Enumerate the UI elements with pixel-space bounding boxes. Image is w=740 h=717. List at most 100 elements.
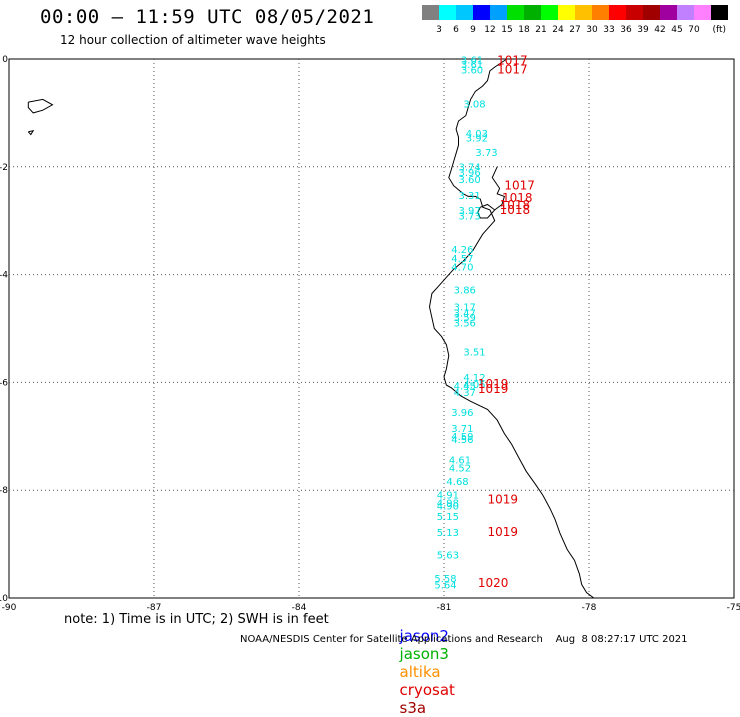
wave-height-label: 3.74 (459, 163, 481, 174)
legend-item-s3a: s3a (399, 699, 427, 717)
wave-height-label: 4.61 (449, 455, 471, 466)
wave-height-label: 3.56 (454, 318, 476, 329)
wave-height-label: 5.15 (437, 512, 459, 523)
color-swatch (626, 5, 643, 20)
wave-height-label: 3.47 (454, 309, 476, 320)
coastline (428, 58, 595, 599)
pressure-label: 1018 (500, 203, 531, 217)
colorbar-unit-label: (ft) (712, 25, 726, 35)
pressure-label: 1017 (504, 178, 535, 192)
x-tick-label: -78 (582, 603, 597, 613)
pressure-label: 1018 (500, 198, 531, 212)
wave-height-label: 3.61 (461, 55, 483, 66)
x-tick-label: -84 (292, 603, 307, 613)
colorbar-tick-label: 15 (501, 25, 512, 35)
wave-height-label: 4.98 (437, 498, 459, 509)
color-swatch (592, 5, 609, 20)
island-outline (477, 203, 496, 219)
pressure-label: 1017 (497, 53, 528, 67)
y-tick-label: -8 (0, 486, 8, 496)
page-title: 00:00 – 11:59 UTC 08/05/2021 (40, 6, 375, 28)
wave-height-label: 4.91 (437, 490, 459, 501)
wave-height-label: 3.60 (459, 175, 481, 186)
y-tick-label: -10 (0, 594, 8, 604)
color-swatch (524, 5, 541, 20)
wave-height-label: 5.63 (437, 551, 459, 562)
color-swatch (507, 5, 524, 20)
pressure-label: 1020 (478, 576, 509, 590)
wave-height-label: 3.92 (466, 133, 488, 144)
color-swatch (473, 5, 490, 20)
colorbar-tick-label: 39 (637, 25, 649, 35)
colorbar-tick-label: 27 (569, 25, 580, 35)
page-subtitle: 12 hour collection of altimeter wave hei… (60, 33, 326, 47)
colorbar-tick-label: 6 (453, 25, 459, 35)
wave-height-label: 3.08 (463, 100, 485, 111)
wave-height-label: 4.90 (437, 502, 459, 513)
map-plot: -90 -87 -84 -81 -78 -75 0 -2 -4 -6 -8 -10 3.613.61 3.… (0, 53, 740, 613)
wave-height-label: 4.56 (451, 435, 473, 446)
credit-footer: NOAA/NESDIS Center for Satellite Applica… (240, 634, 688, 645)
wave-height-label: 5.64 (434, 580, 456, 591)
wave-height-label: 4.03 (466, 129, 488, 140)
legend-item-jason3: jason3 (399, 645, 449, 663)
x-tick-label: -90 (2, 603, 17, 613)
gulf-coastline (491, 166, 506, 211)
y-tick-label: -4 (0, 271, 8, 281)
colorbar-tick-label: 18 (518, 25, 530, 35)
wave-height-label: 4.70 (451, 262, 473, 273)
wave-height-label: 3.96 (459, 168, 481, 179)
x-tick-label: -75 (727, 603, 740, 613)
colorbar-tick-label: 30 (586, 25, 598, 35)
wave-height-label: 4.52 (449, 463, 471, 474)
color-swatch (456, 5, 473, 20)
color-swatch (558, 5, 575, 20)
color-swatch (422, 5, 439, 20)
color-swatch (439, 5, 456, 20)
island-outline (27, 129, 35, 136)
color-scale-bar: 3 6 9 12 15 18 21 24 27 30 33 36 39 42 45 70 (ft) (422, 5, 728, 35)
colorbar-tick-label: 42 (654, 25, 665, 35)
wave-height-label: 4.68 (446, 477, 468, 488)
color-swatch (643, 5, 660, 20)
wave-height-label: 4.05 (463, 380, 485, 391)
color-swatch (541, 5, 558, 20)
color-swatch (711, 5, 728, 20)
colorbar-tick-label: 36 (620, 25, 632, 35)
colorbar-tick-label: 70 (688, 25, 700, 35)
wave-height-label: 3.31 (459, 191, 481, 202)
color-swatch (694, 5, 711, 20)
x-tick-label: -87 (147, 603, 162, 613)
pressure-label: 1018 (502, 191, 533, 205)
wave-height-label: 5.58 (434, 574, 456, 585)
wave-height-label: 3.59 (454, 313, 476, 324)
y-tick-label: 0 (2, 55, 8, 65)
wave-height-label: 4.26 (451, 245, 473, 256)
color-swatch (677, 5, 694, 20)
wave-height-label: 4.57 (451, 254, 473, 265)
colorbar-tick-label: 3 (436, 25, 442, 35)
legend-item-cryosat: cryosat (399, 681, 455, 699)
pressure-label: 1017 (497, 63, 528, 77)
pressure-label: 1019 (488, 493, 519, 507)
units-note: note: 1) Time is in UTC; 2) SWH is in fe… (64, 612, 329, 627)
colorbar-tick-label: 9 (470, 25, 476, 35)
legend-item-altika: altika (399, 663, 441, 681)
wave-height-label: 3.96 (451, 408, 473, 419)
color-swatch (490, 5, 507, 20)
wave-height-label: 3.17 (454, 303, 476, 314)
wave-height-label: 4.59 (451, 432, 473, 443)
y-tick-label: -2 (0, 163, 8, 173)
wave-height-label: 3.61 (461, 60, 483, 71)
wave-height-label: 3.51 (463, 347, 485, 358)
y-tick-label: -6 (0, 378, 8, 388)
colorbar-tick-label: 12 (484, 25, 495, 35)
color-swatch (609, 5, 626, 20)
pressure-label: 1019 (488, 525, 519, 539)
wave-height-label: 4.45 (454, 381, 476, 392)
wave-height-label: 3.73 (475, 148, 497, 159)
x-tick-label: -81 (437, 603, 452, 613)
legend-item-jason2: jason2 (399, 627, 449, 645)
wave-height-label: 4.37 (454, 388, 476, 399)
wave-height-label: 5.13 (437, 528, 459, 539)
